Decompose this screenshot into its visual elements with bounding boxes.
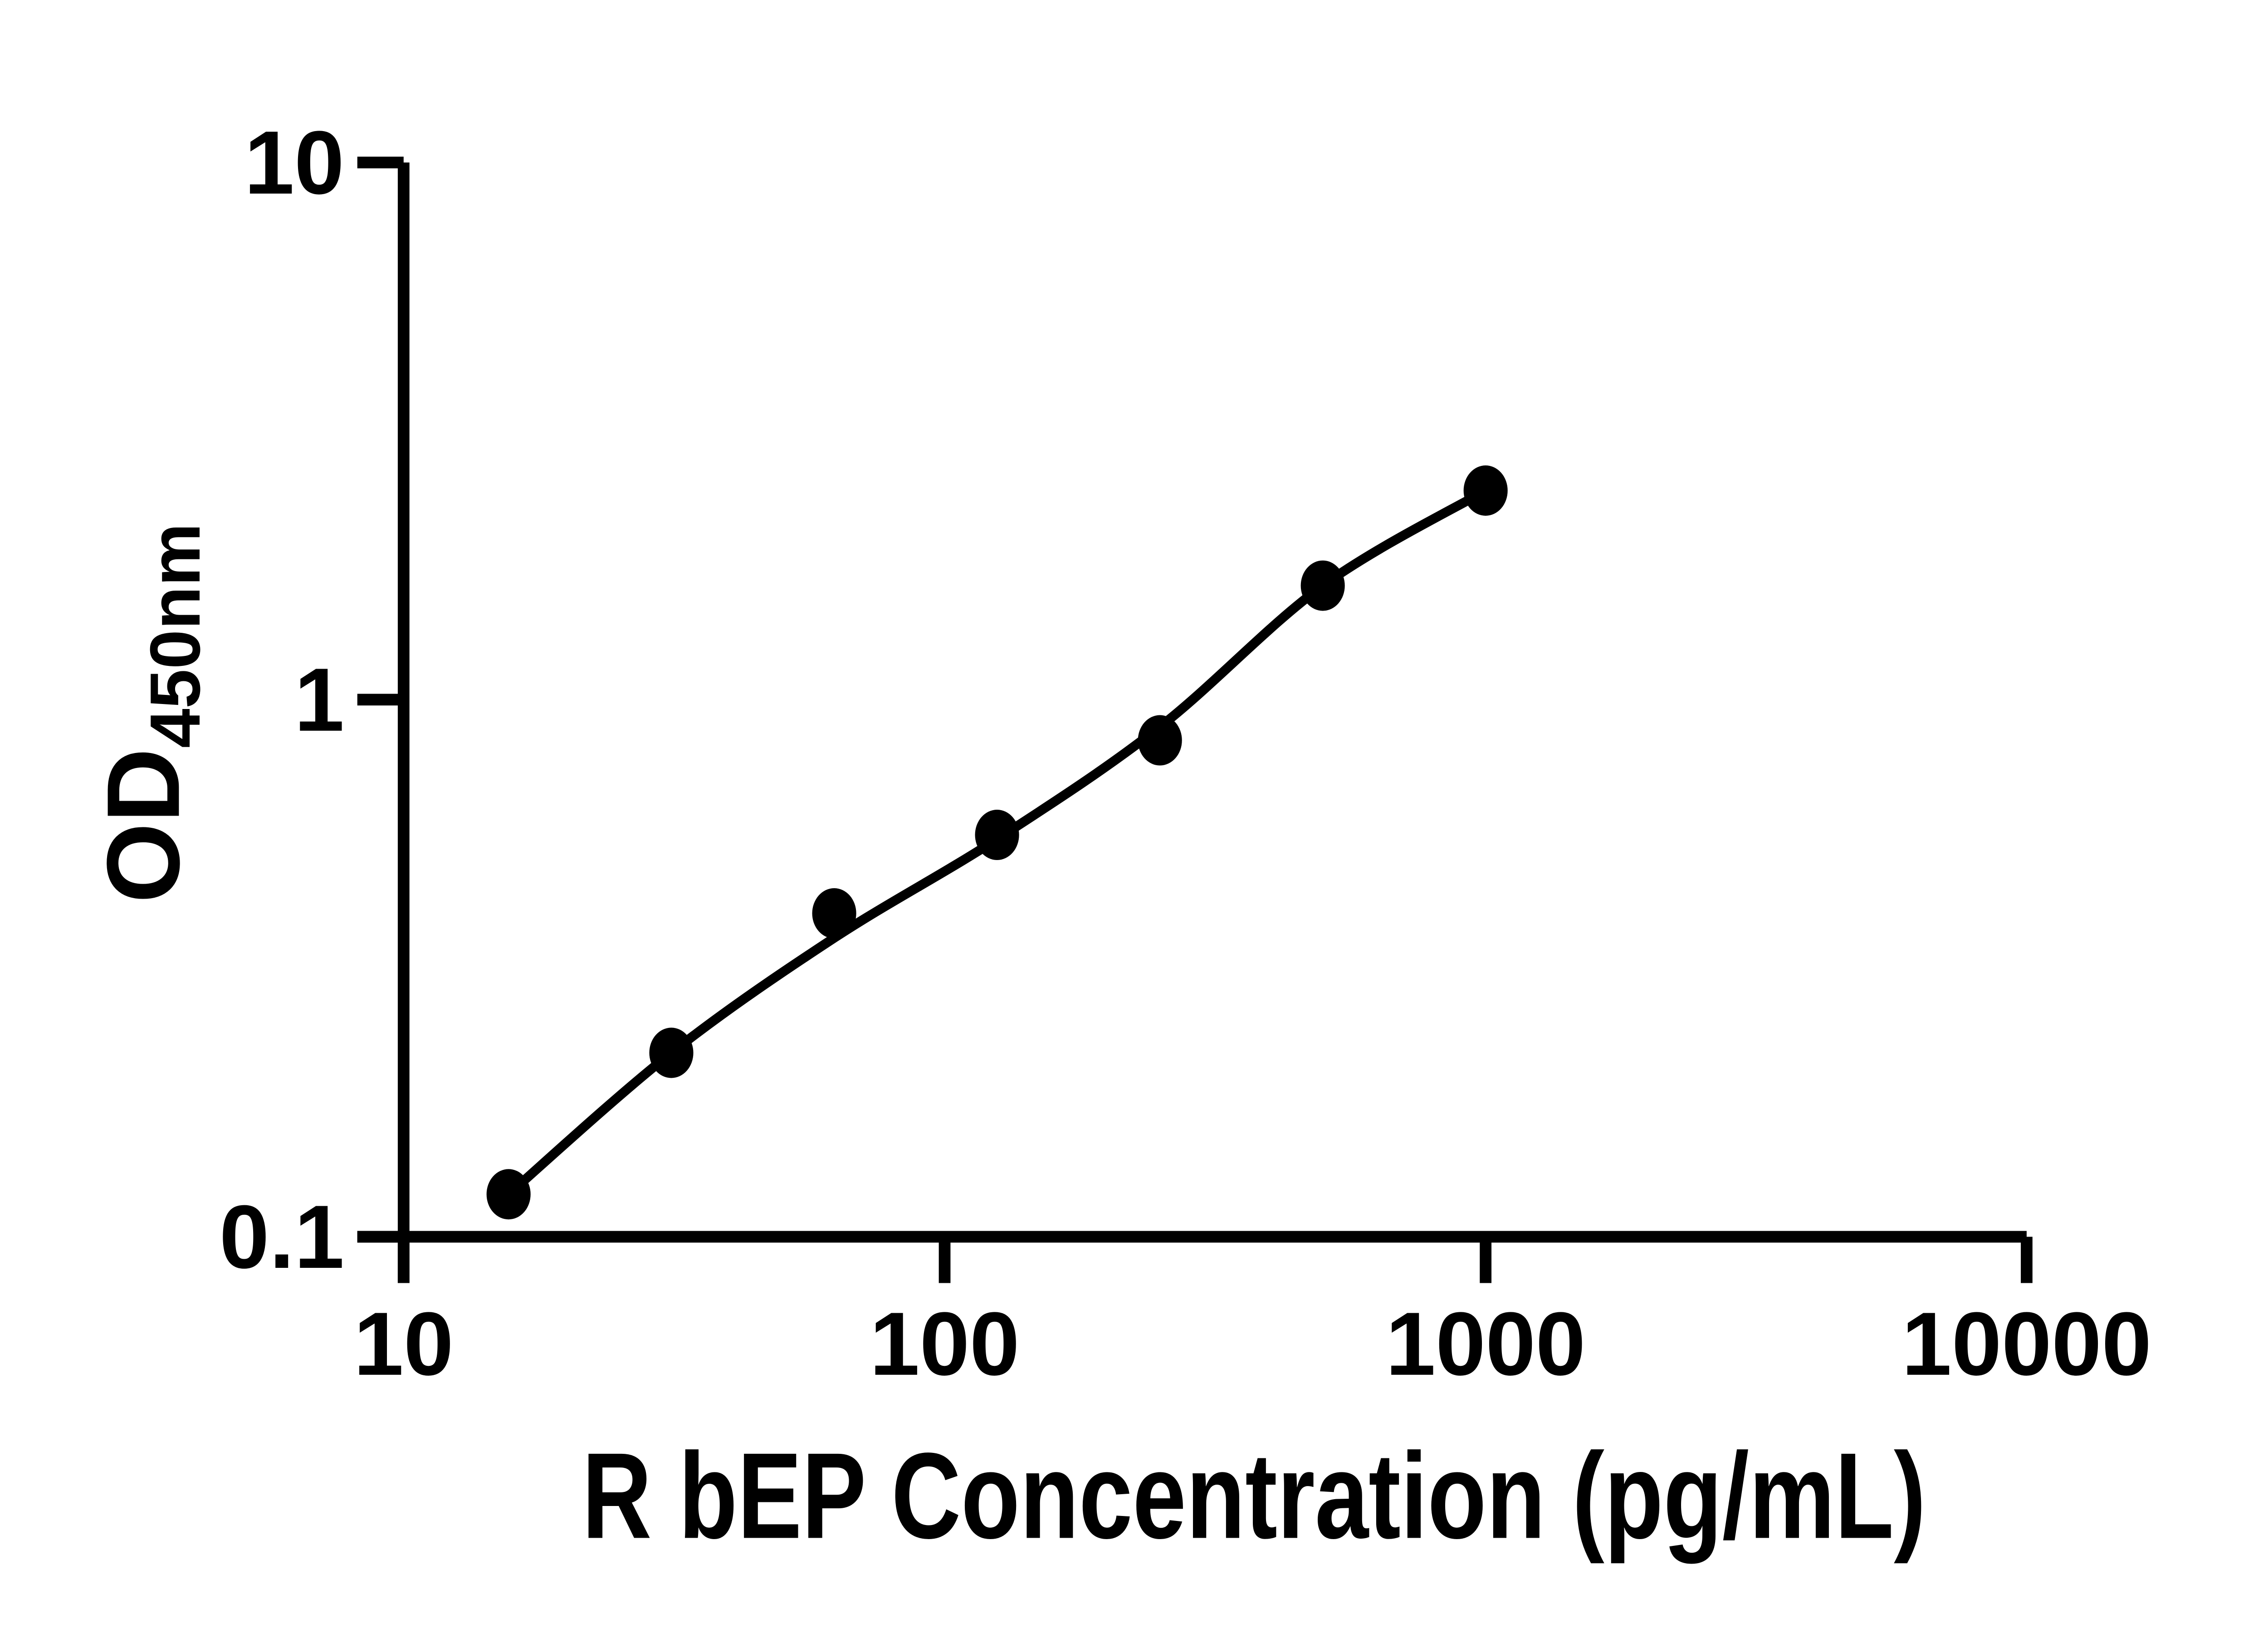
data-point (1138, 715, 1182, 766)
x-tick-label: 1000 (1386, 1294, 1586, 1394)
y-tick-label: 0.1 (220, 1187, 344, 1287)
data-point (812, 888, 856, 939)
y-tick-label: 1 (294, 650, 344, 750)
data-point (486, 1169, 531, 1220)
data-point (1463, 465, 1508, 516)
y-axis-title-main: OD (86, 748, 201, 903)
y-axis-title-subscript: 450nm (136, 523, 215, 748)
x-axis-title: R bEP Concentration (pg/mL) (582, 1428, 1926, 1565)
y-tick-label: 10 (244, 112, 344, 213)
x-tick-label: 10 (354, 1294, 454, 1394)
y-axis-title: OD450nm (86, 523, 215, 903)
x-tick-label: 10000 (1901, 1294, 2151, 1394)
x-tick-label: 100 (870, 1294, 1020, 1394)
data-point (975, 810, 1019, 861)
axes (357, 156, 2033, 1283)
data-point (1300, 560, 1345, 611)
data-points (486, 465, 1508, 1220)
data-point (649, 1027, 694, 1078)
